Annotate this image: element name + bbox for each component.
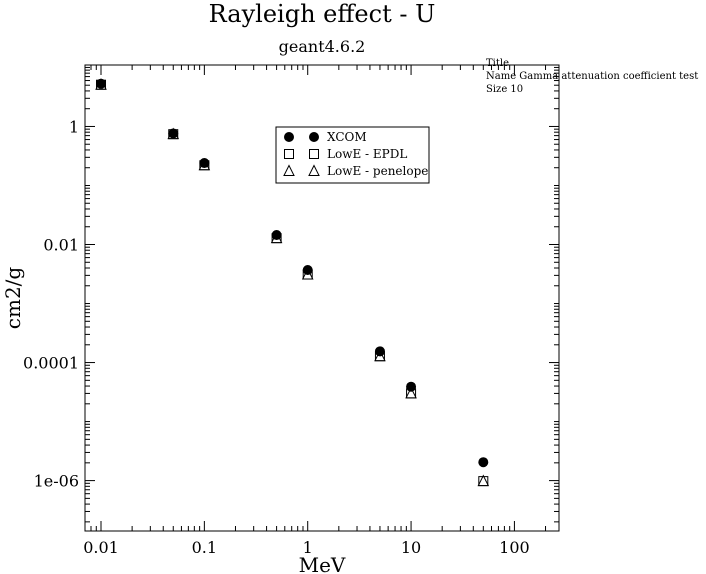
legend-label-lowe-epdl: LowE - EPDL [327,147,407,161]
y-tick-label: 0.0001 [23,354,79,373]
y-tick-label: 1e-06 [34,472,79,491]
legend-label-xcom: XCOM [327,130,367,144]
y-axis-ticks [85,66,559,523]
data-point-lowe-penelope [95,78,107,90]
legend-label-lowe-penelope: LowE - penelope [327,164,428,178]
y-axis-tick-labels: 1 0.01 0.0001 1e-06 [23,117,79,490]
data-points [95,78,490,487]
legend-marker-xcom [284,132,294,142]
data-point-lowe-penelope [405,386,417,399]
data-point-lowe-penelope [301,267,314,280]
plot-area [84,64,560,532]
y-tick-label: 1 [69,117,79,136]
info-box: Title Name Gamma attenuation coefficient… [486,58,698,95]
info-title: Title [486,58,509,69]
x-tick-label: 1 [303,538,313,557]
data-point-lowe-penelope [477,474,490,487]
x-axis-tick-labels: 0.01 0.1 1 10 100 [83,538,529,557]
legend: XCOM LowE - EPDL LowE - penelope [275,126,430,184]
x-tick-label: 0.01 [83,538,119,557]
legend-marker-lowe-penelope [283,164,295,176]
info-size: Size 10 [486,84,523,95]
chart-subtitle: geant4.6.2 [279,37,366,56]
data-point-lowe-penelope [198,158,211,171]
legend-marker-lowe-penelope [308,164,320,176]
x-tick-label: 100 [499,538,530,557]
data-point-lowe-penelope [374,349,386,362]
legend-box [275,126,430,184]
chart-title: Rayleigh effect - U [209,0,436,28]
y-axis-label: cm2/g [1,267,25,330]
legend-marker-lowe-epdl [309,149,319,159]
data-point-xcom [406,381,417,392]
x-tick-label: 0.1 [192,538,217,557]
legend-marker-xcom [309,132,319,142]
y-tick-label: 0.01 [43,236,79,255]
data-point-lowe-penelope [270,231,283,244]
legend-marker-lowe-epdl [284,149,294,159]
x-tick-label: 10 [401,538,421,557]
info-name: Name Gamma attenuation coefficient test [486,71,698,82]
data-point-xcom [168,128,179,139]
data-point-xcom [478,457,489,468]
x-axis-label: MeV [299,553,346,574]
x-axis-ticks [84,65,547,531]
data-point-lowe-penelope [167,127,180,140]
